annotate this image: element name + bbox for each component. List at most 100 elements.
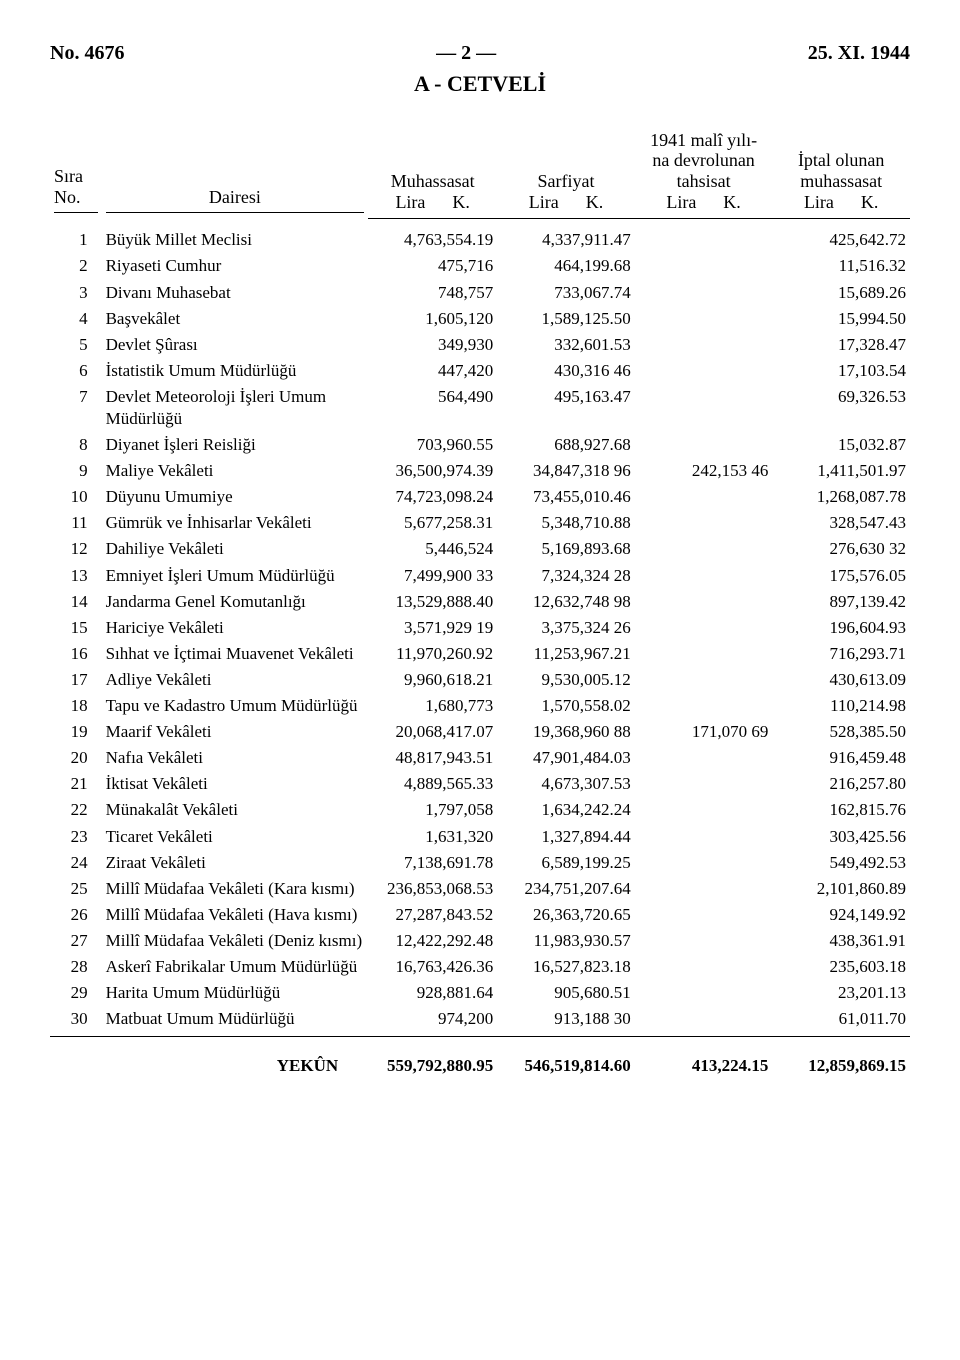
cell-c3: 332,601.53 bbox=[497, 332, 635, 358]
cell-dairesi: Harita Umum Müdürlüğü bbox=[102, 980, 369, 1006]
table-row: 14Jandarma Genel Komutanlığı13,529,888.4… bbox=[50, 589, 910, 615]
cell-c5: 23,201.13 bbox=[772, 980, 910, 1006]
cell-c5: 235,603.18 bbox=[772, 954, 910, 980]
cell-c5: 303,425.56 bbox=[772, 824, 910, 850]
cell-dairesi: Millî Müdafaa Vekâleti (Kara kısmı) bbox=[102, 876, 369, 902]
table-total-row: YEKÛN 559,792,880.95 546,519,814.60 413,… bbox=[50, 1036, 910, 1079]
cell-sira: 7 bbox=[50, 384, 102, 432]
total-c4: 413,224.15 bbox=[635, 1036, 773, 1079]
cell-c2: 12,422,292.48 bbox=[368, 928, 497, 954]
cell-sira: 3 bbox=[50, 280, 102, 306]
table-row: 13Emniyet İşleri Umum Müdürlüğü7,499,900… bbox=[50, 563, 910, 589]
cell-c3: 464,199.68 bbox=[497, 253, 635, 279]
cell-c4: 171,070 69 bbox=[635, 719, 773, 745]
cell-c5: 11,516.32 bbox=[772, 253, 910, 279]
cell-c5: 1,268,087.78 bbox=[772, 484, 910, 510]
cell-dairesi: Millî Müdafaa Vekâleti (Deniz kısmı) bbox=[102, 928, 369, 954]
table-row: 24Ziraat Vekâleti7,138,691.786,589,199.2… bbox=[50, 850, 910, 876]
cell-c4 bbox=[635, 306, 773, 332]
table-row: 5Devlet Şûrası349,930332,601.5317,328.47 bbox=[50, 332, 910, 358]
cell-c2: 1,797,058 bbox=[368, 797, 497, 823]
cell-c2: 349,930 bbox=[368, 332, 497, 358]
cell-c2: 447,420 bbox=[368, 358, 497, 384]
cell-c2: 5,446,524 bbox=[368, 536, 497, 562]
cell-dairesi: Ticaret Vekâleti bbox=[102, 824, 369, 850]
table-row: 2Riyaseti Cumhur475,716464,199.6811,516.… bbox=[50, 253, 910, 279]
cell-dairesi: Diyanet İşleri Reisliği bbox=[102, 432, 369, 458]
cell-sira: 10 bbox=[50, 484, 102, 510]
cell-dairesi: Sıhhat ve İçtimai Muavenet Vekâleti bbox=[102, 641, 369, 667]
cell-sira: 6 bbox=[50, 358, 102, 384]
cell-dairesi: Maliye Vekâleti bbox=[102, 458, 369, 484]
cell-c5: 276,630 32 bbox=[772, 536, 910, 562]
cell-c2: 475,716 bbox=[368, 253, 497, 279]
cell-dairesi: Nafıa Vekâleti bbox=[102, 745, 369, 771]
cell-sira: 4 bbox=[50, 306, 102, 332]
cell-c4 bbox=[635, 358, 773, 384]
cell-sira: 27 bbox=[50, 928, 102, 954]
cell-sira: 8 bbox=[50, 432, 102, 458]
cell-sira: 25 bbox=[50, 876, 102, 902]
total-c5: 12,859,869.15 bbox=[772, 1036, 910, 1079]
cell-dairesi: Askerî Fabrikalar Umum Müdürlüğü bbox=[102, 954, 369, 980]
cell-c3: 1,570,558.02 bbox=[497, 693, 635, 719]
cell-c5: 17,328.47 bbox=[772, 332, 910, 358]
cell-c4 bbox=[635, 824, 773, 850]
cell-dairesi: İstatistik Umum Müdürlüğü bbox=[102, 358, 369, 384]
cell-c3: 905,680.51 bbox=[497, 980, 635, 1006]
cell-c3: 733,067.74 bbox=[497, 280, 635, 306]
cell-dairesi: Matbuat Umum Müdürlüğü bbox=[102, 1006, 369, 1032]
cell-c4 bbox=[635, 902, 773, 928]
cell-c2: 1,605,120 bbox=[368, 306, 497, 332]
cell-c5: 196,604.93 bbox=[772, 615, 910, 641]
cell-c4 bbox=[635, 432, 773, 458]
cell-sira: 19 bbox=[50, 719, 102, 745]
cell-c4 bbox=[635, 797, 773, 823]
cell-c3: 6,589,199.25 bbox=[497, 850, 635, 876]
cell-sira: 29 bbox=[50, 980, 102, 1006]
cell-c4 bbox=[635, 510, 773, 536]
cell-c3: 47,901,484.03 bbox=[497, 745, 635, 771]
table-row: 23Ticaret Vekâleti1,631,3201,327,894.443… bbox=[50, 824, 910, 850]
cell-c5: 549,492.53 bbox=[772, 850, 910, 876]
cell-sira: 20 bbox=[50, 745, 102, 771]
cell-c2: 236,853,068.53 bbox=[368, 876, 497, 902]
cell-c5: 17,103.54 bbox=[772, 358, 910, 384]
cell-c4 bbox=[635, 1006, 773, 1032]
col-header-sarfiyat: Sarfiyat Lira K. bbox=[501, 171, 631, 212]
cell-sira: 15 bbox=[50, 615, 102, 641]
cell-c3: 11,983,930.57 bbox=[497, 928, 635, 954]
cell-c2: 11,970,260.92 bbox=[368, 641, 497, 667]
cell-dairesi: İktisat Vekâleti bbox=[102, 771, 369, 797]
table-row: 20Nafıa Vekâleti48,817,943.5147,901,484.… bbox=[50, 745, 910, 771]
cell-c5: 15,994.50 bbox=[772, 306, 910, 332]
cell-c5: 15,689.26 bbox=[772, 280, 910, 306]
cell-c2: 20,068,417.07 bbox=[368, 719, 497, 745]
cell-c5: 897,139.42 bbox=[772, 589, 910, 615]
cell-c2: 7,499,900 33 bbox=[368, 563, 497, 589]
cell-c2: 564,490 bbox=[368, 384, 497, 432]
table-row: 26Millî Müdafaa Vekâleti (Hava kısmı)27,… bbox=[50, 902, 910, 928]
cell-dairesi: Millî Müdafaa Vekâleti (Hava kısmı) bbox=[102, 902, 369, 928]
cell-dairesi: Tapu ve Kadastro Umum Müdürlüğü bbox=[102, 693, 369, 719]
cell-c2: 4,763,554.19 bbox=[368, 219, 497, 254]
cell-c2: 36,500,974.39 bbox=[368, 458, 497, 484]
cell-c4 bbox=[635, 384, 773, 432]
cell-c4 bbox=[635, 771, 773, 797]
cell-c4 bbox=[635, 280, 773, 306]
cell-c3: 234,751,207.64 bbox=[497, 876, 635, 902]
table-row: 3Divanı Muhasebat748,757733,067.7415,689… bbox=[50, 280, 910, 306]
total-c3: 546,519,814.60 bbox=[497, 1036, 635, 1079]
cell-c3: 34,847,318 96 bbox=[497, 458, 635, 484]
cell-sira: 21 bbox=[50, 771, 102, 797]
cell-c5: 69,326.53 bbox=[772, 384, 910, 432]
cell-dairesi: Maarif Vekâleti bbox=[102, 719, 369, 745]
table-row: 7Devlet Meteoroloji İşleri Umum Müdürlüğ… bbox=[50, 384, 910, 432]
table-row: 16Sıhhat ve İçtimai Muavenet Vekâleti11,… bbox=[50, 641, 910, 667]
cell-c4 bbox=[635, 563, 773, 589]
cell-c3: 7,324,324 28 bbox=[497, 563, 635, 589]
cell-c2: 5,677,258.31 bbox=[368, 510, 497, 536]
cell-c5: 425,642.72 bbox=[772, 219, 910, 254]
cell-c2: 748,757 bbox=[368, 280, 497, 306]
cell-c4 bbox=[635, 641, 773, 667]
